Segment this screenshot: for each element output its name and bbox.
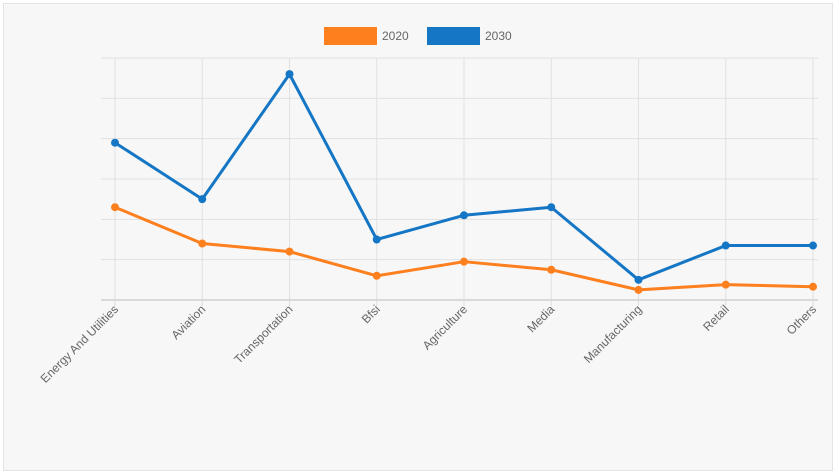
- data-point-2030-0[interactable]: [111, 138, 119, 147]
- x-axis-labels: Energy And Utilities Aviation Transportati…: [38, 302, 819, 386]
- data-point-2030-4[interactable]: [460, 211, 468, 220]
- data-point-2020-1[interactable]: [198, 239, 207, 248]
- data-point-2030-6[interactable]: [634, 275, 643, 284]
- x-tick-label: Transportation: [231, 302, 295, 366]
- chart-legend: 2020 2030: [324, 27, 512, 45]
- data-point-2020-4[interactable]: [460, 257, 468, 266]
- data-point-2020-6[interactable]: [634, 285, 643, 294]
- legend-label-2030[interactable]: 2030: [485, 29, 512, 43]
- x-tick-label: Bfsi: [359, 302, 383, 326]
- data-point-2020-2[interactable]: [285, 247, 294, 256]
- x-tick-label: Aviation: [168, 302, 208, 342]
- legend-label-2020[interactable]: 2020: [382, 29, 409, 43]
- chart-card: [3, 3, 833, 471]
- x-tick-label: Manufacturing: [581, 302, 645, 366]
- x-tick-label: Energy And Utilities: [38, 302, 121, 385]
- data-point-2030-2[interactable]: [285, 70, 294, 79]
- chart-axes: [101, 299, 818, 306]
- data-point-2030-1[interactable]: [198, 195, 207, 204]
- data-point-2030-8[interactable]: [809, 241, 817, 250]
- data-point-2030-5[interactable]: [547, 203, 556, 212]
- x-tick-label: Retail: [700, 302, 732, 334]
- x-tick-label: Media: [524, 302, 557, 335]
- x-tick-label: Agriculture: [420, 302, 471, 353]
- chart-series: [111, 70, 817, 294]
- data-point-2020-3[interactable]: [372, 271, 381, 280]
- data-point-2020-8[interactable]: [809, 282, 817, 291]
- data-point-2020-5[interactable]: [547, 265, 556, 274]
- data-point-2030-7[interactable]: [721, 241, 730, 250]
- data-point-2030-3[interactable]: [372, 235, 381, 244]
- x-tick-label: Others: [784, 302, 819, 337]
- legend-swatch-2020[interactable]: [324, 27, 377, 45]
- data-point-2020-0[interactable]: [111, 203, 119, 212]
- chart-grid: [101, 57, 818, 300]
- legend-swatch-2030[interactable]: [427, 27, 480, 45]
- data-point-2020-7[interactable]: [721, 280, 730, 289]
